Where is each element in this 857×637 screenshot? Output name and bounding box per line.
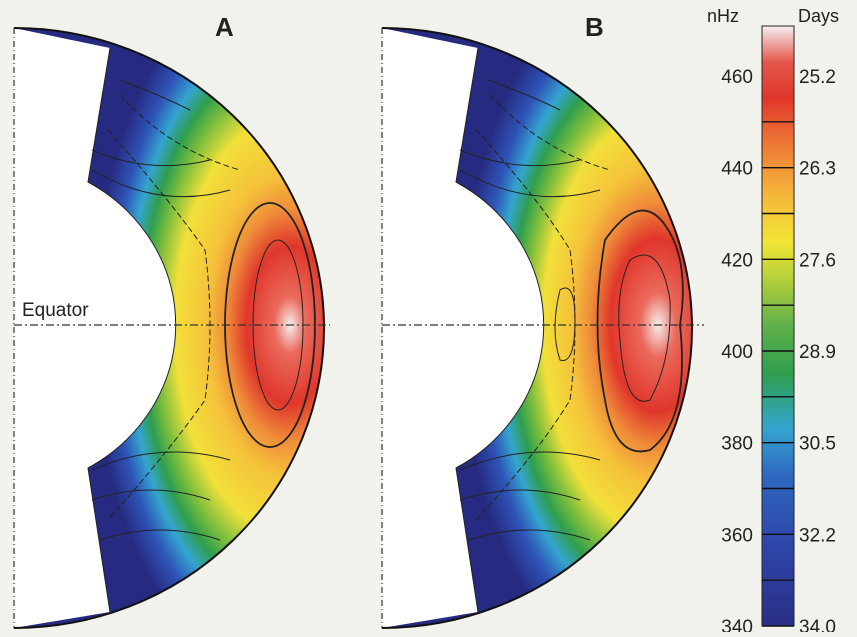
colorbar-days-tick-label: 27.6 [799,250,836,271]
colorbar-days-tick-label: 26.3 [799,159,836,180]
colorbar-nhz-tick-label: 380 [721,434,753,455]
colorbar-nhz-tick-label: 400 [721,342,753,363]
panel-a-label: A [215,12,234,42]
colorbar-days-tick-label: 30.5 [799,434,836,455]
panel-a: Equator A [13,12,330,629]
colorbar-days-tick-label: 32.2 [799,525,836,546]
colorbar-right-unit: Days [798,6,839,26]
colorbar-days-tick-label: 25.2 [799,67,836,88]
colorbar-nhz-tick-label: 460 [721,67,753,88]
panel-b: B [381,12,704,629]
colorbar-nhz-tick-label: 420 [721,250,753,271]
colorbar-nhz-tick-label: 360 [721,525,753,546]
colorbar-nhz-tick-label: 340 [721,617,753,632]
panel-b-shell-outline [381,27,693,629]
colorbar: nHz Days 460 25.2 440 26.3 420 27.6 400 28.9 380… [707,6,839,637]
colorbar-days-tick-label: 28.9 [799,342,836,363]
panel-a-shell-outline [13,27,325,629]
colorbar-days-tick-label: 34.0 [799,617,836,632]
panel-b-label: B [585,12,604,42]
colorbar-left-unit: nHz [707,6,739,26]
colorbar-nhz-tick-label: 440 [721,159,753,180]
equator-label: Equator [22,300,89,321]
colorbar-gradient [761,25,795,627]
